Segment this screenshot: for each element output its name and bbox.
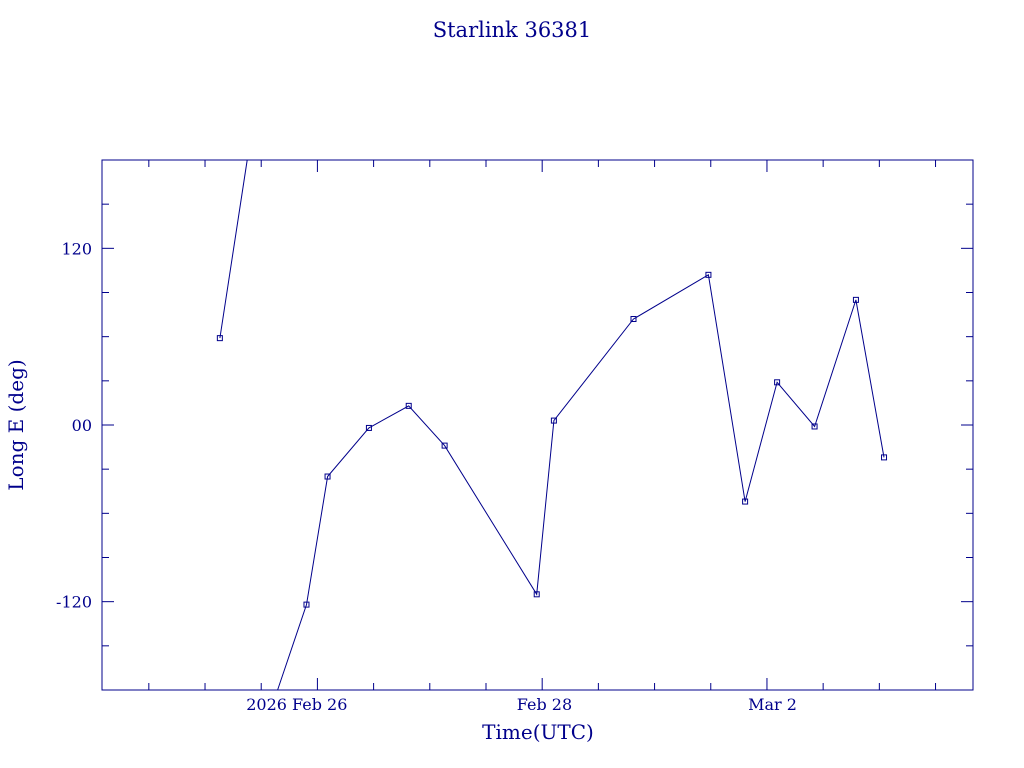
y-tick-label: -120 [56,593,92,612]
y-axis-label: Long E (deg) [4,359,28,490]
chart-title: Starlink 36381 [433,18,592,42]
data-point [881,454,888,461]
x-axis-label: Time(UTC) [482,720,594,744]
data-point [774,379,781,386]
data-point [742,498,749,505]
series-line-segment [277,273,885,691]
y-tick-label: 00 [72,416,92,435]
x-tick-label: 2026 Feb 26 [246,695,347,714]
data-point [441,442,448,449]
series-longitude [219,159,885,691]
y-tick-label: 120 [61,239,92,258]
data-point [303,601,310,608]
series-line-segment [219,159,248,339]
x-tick-label: Feb 28 [517,695,572,714]
data-point [852,296,859,303]
data-point [365,424,372,431]
series-markers [216,271,888,608]
axis-ticks [102,160,973,690]
plot-frame [101,159,974,691]
data-point [630,316,637,322]
data-point [405,402,412,409]
data-point [324,473,331,480]
data-point [550,417,557,424]
data-point [705,271,712,278]
y-axis-tick-labels: 120 00 -120 [56,239,92,611]
data-point [811,423,818,430]
x-tick-label: Mar 2 [748,695,797,714]
data-point [533,591,540,598]
x-axis-tick-labels: 2026 Feb 26 Feb 28 Mar 2 [246,695,797,714]
data-point [216,335,223,342]
